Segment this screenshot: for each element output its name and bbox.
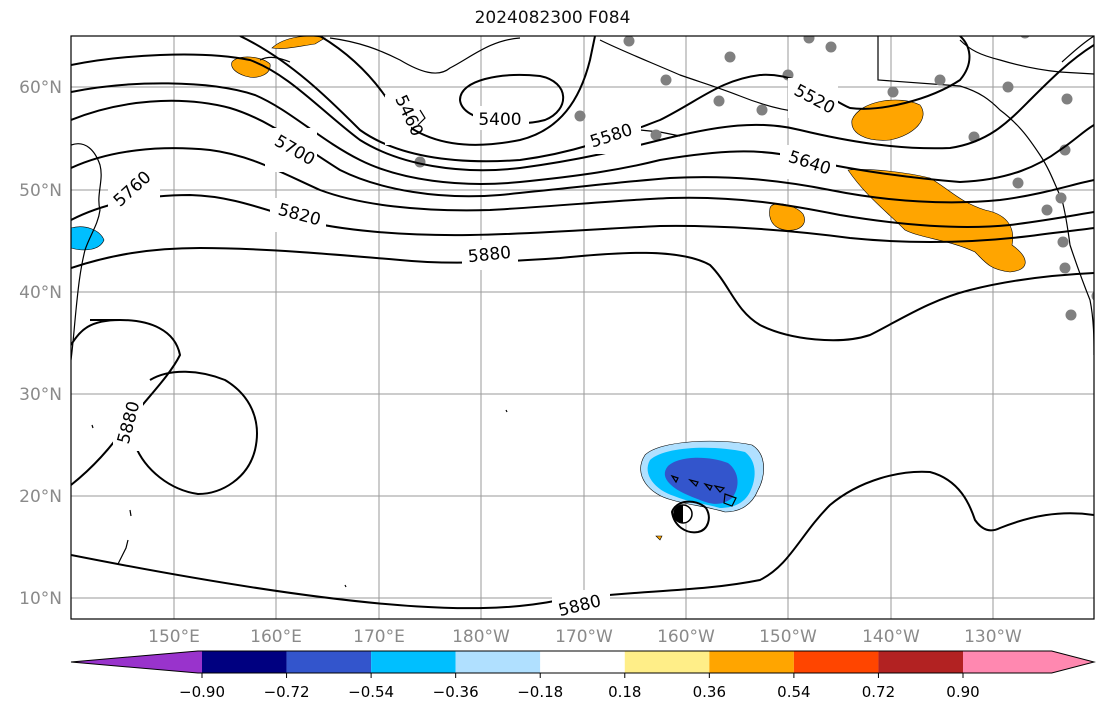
lon-label-180w: 180°W — [452, 627, 510, 647]
colorbar-segment — [878, 651, 963, 673]
colorbar-tick-label: 0.90 — [946, 683, 979, 701]
colorbar-segment — [540, 651, 625, 673]
colorbar-tick-label: −0.54 — [348, 683, 394, 701]
lat-label-60n: 60°N — [19, 78, 62, 98]
colorbar-segment — [286, 651, 372, 673]
lat-label-10n: 10°N — [19, 589, 62, 609]
colorbar-outline — [70, 650, 1096, 674]
colorbar-ticks: −0.90 −0.72 −0.54 −0.36 −0.18 0.18 0.36 0.54 0.7… — [179, 673, 980, 701]
contour-label-5400: 5400 — [478, 110, 521, 130]
colorbar-tick-label: −0.72 — [264, 683, 310, 701]
longitude-labels: 150°E 160°E 170°E 180°W 170°W 160°W 150°… — [148, 627, 1022, 647]
lon-label-160e: 160°E — [250, 627, 302, 647]
lon-label-150w: 150°W — [759, 627, 817, 647]
colorbar-tick-label: 0.54 — [777, 683, 810, 701]
lon-label-130w: 130°W — [964, 627, 1022, 647]
colorbar-segment — [371, 651, 456, 673]
colorbar-tick-label: −0.90 — [179, 683, 225, 701]
contour-label-5880-north: 5880 — [467, 243, 512, 267]
lat-label-50n: 50°N — [19, 181, 62, 201]
colorbar-segment — [793, 651, 879, 673]
lon-label-170e: 170°E — [353, 627, 405, 647]
lon-label-150e: 150°E — [148, 627, 200, 647]
height-contours — [71, 36, 1094, 610]
negative-anomaly-regions — [71, 226, 764, 513]
colorbar-segment — [455, 651, 541, 673]
map-title: 2024082300 F084 — [474, 8, 631, 28]
colorbar: −0.90 −0.72 −0.54 −0.36 −0.18 0.18 0.36 0.54 0.7… — [70, 650, 1096, 701]
colorbar-tick-label: 0.18 — [608, 683, 641, 701]
colorbar-segments — [70, 650, 1096, 674]
colorbar-tick-label: 0.36 — [693, 683, 726, 701]
colorbar-tick-label: −0.18 — [517, 683, 563, 701]
colorbar-segment — [71, 651, 202, 673]
cyclone-marker-icon — [673, 504, 693, 524]
lon-label-160w: 160°W — [657, 627, 715, 647]
colorbar-segment — [709, 651, 794, 673]
colorbar-tick-label: −0.36 — [433, 683, 479, 701]
lon-label-170w: 170°W — [555, 627, 613, 647]
lat-label-20n: 20°N — [19, 487, 62, 507]
colorbar-segment — [624, 651, 710, 673]
lat-label-40n: 40°N — [19, 283, 62, 303]
colorbar-segment — [202, 651, 287, 673]
plot-frame — [70, 35, 1095, 620]
contour-labels: 5400 5460 5520 5580 5640 5700 5760 5820 … — [108, 78, 838, 619]
lat-label-30n: 30°N — [19, 385, 62, 405]
colorbar-segment — [963, 651, 1094, 673]
lon-label-140w: 140°W — [862, 627, 920, 647]
latitude-labels: 60°N 50°N 40°N 30°N 20°N 10°N — [19, 78, 62, 609]
positive-anomaly-regions — [231, 36, 1026, 541]
plot-area — [71, 36, 1094, 619]
colorbar-tick-label: 0.72 — [862, 683, 895, 701]
